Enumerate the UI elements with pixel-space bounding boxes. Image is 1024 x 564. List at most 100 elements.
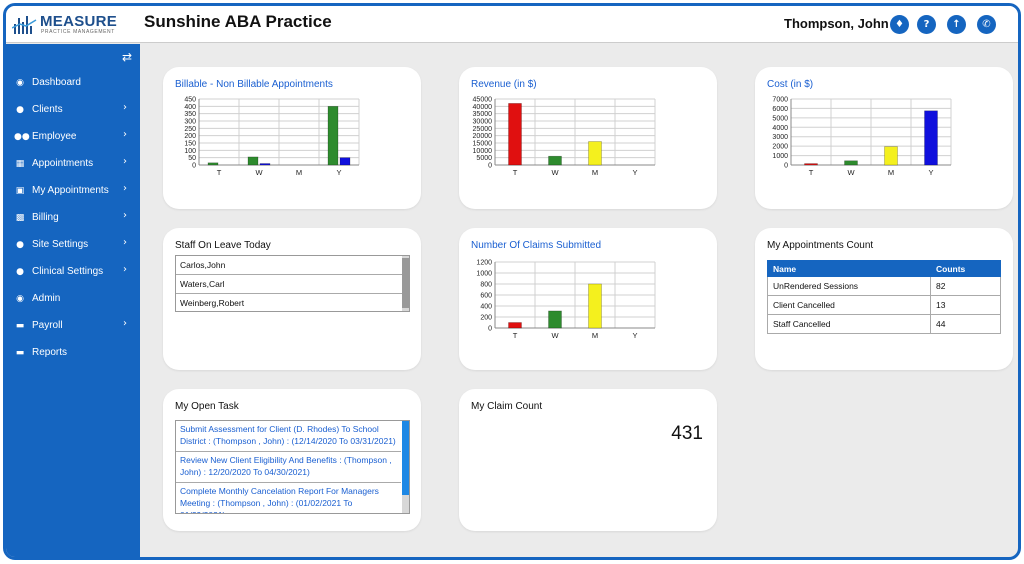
card-title: My Open Task bbox=[175, 401, 239, 412]
x-tick-label: W bbox=[255, 168, 263, 177]
scrollbar-thumb[interactable] bbox=[402, 421, 409, 495]
y-tick-label: 10000 bbox=[473, 148, 493, 155]
list-item: Carlos,John bbox=[176, 256, 404, 275]
sidebar-item-label: Employee bbox=[32, 131, 77, 142]
y-tick-label: 350 bbox=[184, 111, 196, 118]
y-tick-label: 4000 bbox=[772, 125, 788, 132]
sidebar-item-billing[interactable]: ▩ Billing › bbox=[6, 208, 140, 230]
y-tick-label: 200 bbox=[184, 133, 196, 140]
bell-icon[interactable]: ♦ bbox=[890, 15, 909, 34]
sidebar-item-payroll[interactable]: ▬ Payroll › bbox=[6, 316, 140, 338]
claim-count-value: 431 bbox=[671, 423, 703, 444]
sidebar-item-dashboard[interactable]: ◉ Dashboard bbox=[6, 73, 140, 95]
sidebar-item-label: Clinical Settings bbox=[32, 266, 104, 277]
scrollbar[interactable] bbox=[402, 421, 409, 513]
scrollbar-thumb[interactable] bbox=[402, 258, 409, 308]
bar bbox=[207, 162, 219, 166]
phone-icon[interactable]: ✆ bbox=[977, 15, 996, 34]
table-row: Staff Cancelled 44 bbox=[767, 314, 1001, 334]
logo-text: MEASURE bbox=[40, 13, 118, 30]
sidebar-item-appointments[interactable]: ▦ Appointments › bbox=[6, 154, 140, 176]
column-header: Counts bbox=[930, 260, 1001, 277]
table-cell: UnRendered Sessions bbox=[767, 276, 931, 296]
sidebar-item-reports[interactable]: ▬ Reports bbox=[6, 343, 140, 365]
claims-chart: 0 200 400 600 800 1000 1200 T W M Y bbox=[476, 260, 656, 340]
x-tick-label: Y bbox=[632, 168, 637, 177]
open-task-list[interactable]: Submit Assessment for Client (D. Rhodes)… bbox=[175, 420, 410, 514]
sidebar-item-clients[interactable]: ● Clients › bbox=[6, 100, 140, 122]
sidebar-item-admin[interactable]: ◉ Admin bbox=[6, 289, 140, 311]
list-item: Weinberg,Robert bbox=[176, 294, 404, 311]
money-icon: ▩ bbox=[15, 213, 25, 223]
x-tick-label: M bbox=[592, 331, 598, 340]
x-tick-label: W bbox=[847, 168, 855, 177]
bar bbox=[804, 163, 818, 166]
sidebar-item-label: Payroll bbox=[32, 320, 63, 331]
bar bbox=[924, 110, 938, 166]
bar bbox=[884, 146, 898, 166]
y-tick-label: 45000 bbox=[473, 97, 493, 104]
x-tick-label: M bbox=[888, 168, 894, 177]
card-title: Staff On Leave Today bbox=[175, 240, 271, 251]
task-link[interactable]: Review New Client Eligibility And Benefi… bbox=[176, 452, 401, 483]
bar bbox=[259, 163, 271, 166]
staff-leave-card: Staff On Leave Today Carlos,John Waters,… bbox=[163, 228, 421, 370]
table-cell: Client Cancelled bbox=[767, 295, 931, 315]
chevron-right-icon: › bbox=[123, 210, 127, 221]
y-tick-label: 5000 bbox=[476, 155, 492, 162]
y-tick-label: 450 bbox=[184, 97, 196, 104]
card-title: Number Of Claims Submitted bbox=[471, 240, 602, 251]
y-tick-label: 100 bbox=[184, 148, 196, 155]
y-tick-label: 1000 bbox=[476, 271, 492, 278]
task-link[interactable]: Complete Monthly Cancelation Report For … bbox=[176, 483, 401, 513]
chevron-right-icon: › bbox=[123, 102, 127, 113]
bar bbox=[339, 157, 351, 166]
scrollbar[interactable] bbox=[402, 256, 409, 311]
table-row: Client Cancelled 13 bbox=[767, 295, 1001, 315]
x-tick-label: Y bbox=[632, 331, 637, 340]
top-bar: MEASURE PRACTICE MANAGEMENT Sunshine ABA… bbox=[6, 6, 1018, 43]
calendar-icon: ▦ bbox=[15, 159, 25, 169]
y-tick-label: 40000 bbox=[473, 104, 493, 111]
dashboard-icon: ◉ bbox=[16, 78, 24, 88]
sidebar-item-label: Clients bbox=[32, 104, 63, 115]
sidebar: ⇄ ◉ Dashboard ● Clients › ●● Employee › … bbox=[6, 44, 140, 557]
y-tick-label: 15000 bbox=[473, 141, 493, 148]
column-header: Name bbox=[767, 260, 931, 277]
logo[interactable]: MEASURE PRACTICE MANAGEMENT bbox=[12, 12, 140, 38]
bar bbox=[844, 160, 858, 166]
y-tick-label: 800 bbox=[480, 282, 492, 289]
y-tick-label: 400 bbox=[480, 304, 492, 311]
claim-count-card: My Claim Count 431 bbox=[459, 389, 717, 531]
y-tick-label: 0 bbox=[488, 163, 492, 170]
bar bbox=[588, 283, 602, 329]
appointments-count-card: My Appointments Count Name Counts UnRend… bbox=[755, 228, 1013, 370]
sidebar-item-site-settings[interactable]: ● Site Settings › bbox=[6, 235, 140, 257]
sidebar-item-label: Appointments bbox=[32, 158, 94, 169]
bar bbox=[548, 310, 562, 329]
upload-icon[interactable]: ↑ bbox=[947, 15, 966, 34]
y-tick-label: 6000 bbox=[772, 106, 788, 113]
sidebar-item-my-appointments[interactable]: ▣ My Appointments › bbox=[6, 181, 140, 203]
sidebar-item-clinical-settings[interactable]: ● Clinical Settings › bbox=[6, 262, 140, 284]
x-tick-label: Y bbox=[336, 168, 341, 177]
sidebar-item-employee[interactable]: ●● Employee › bbox=[6, 127, 140, 149]
card-icon: ▬ bbox=[15, 348, 25, 358]
task-link[interactable]: Submit Assessment for Client (D. Rhodes)… bbox=[176, 421, 401, 452]
staff-leave-list[interactable]: Carlos,John Waters,Carl Weinberg,Robert bbox=[175, 255, 410, 312]
bar bbox=[548, 155, 562, 166]
card-title: Cost (in $) bbox=[767, 79, 814, 90]
y-tick-label: 30000 bbox=[473, 119, 493, 126]
app-frame: MEASURE PRACTICE MANAGEMENT Sunshine ABA… bbox=[3, 3, 1021, 560]
chevron-right-icon: › bbox=[123, 183, 127, 194]
sidebar-toggle-icon[interactable]: ⇄ bbox=[121, 50, 132, 64]
help-icon[interactable]: ? bbox=[917, 15, 936, 34]
y-tick-label: 200 bbox=[480, 315, 492, 322]
building-icon: ▣ bbox=[15, 186, 25, 196]
user-name[interactable]: Thompson, John bbox=[784, 16, 889, 31]
y-tick-label: 20000 bbox=[473, 133, 493, 140]
list-item: Waters,Carl bbox=[176, 275, 404, 294]
x-tick-label: M bbox=[592, 168, 598, 177]
bar bbox=[247, 156, 259, 166]
